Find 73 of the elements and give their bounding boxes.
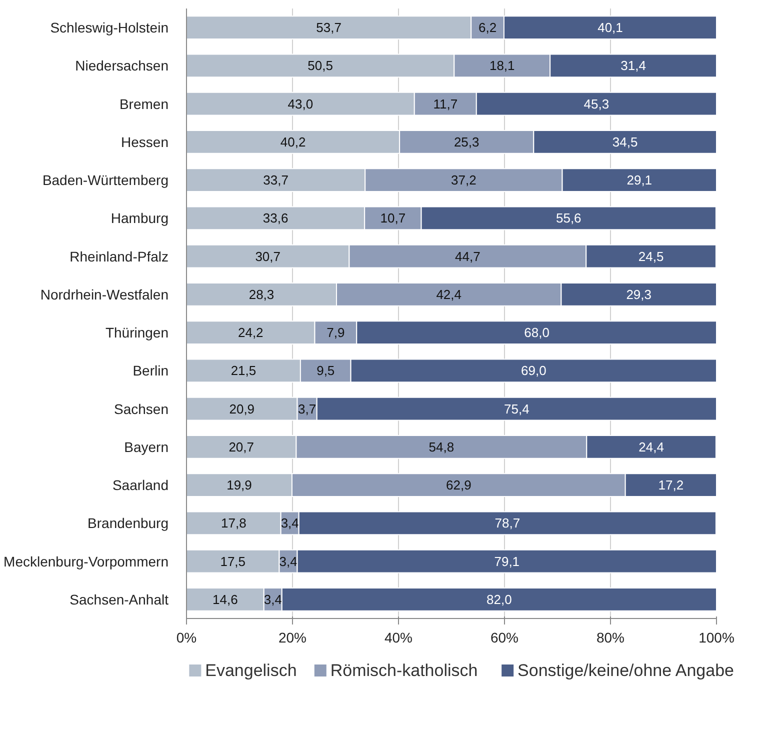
data-label: 9,5 [316,363,335,378]
data-label: 44,7 [455,248,480,264]
data-label: 50,5 [308,58,333,74]
data-label: 3,4 [280,516,299,531]
data-label: 68,0 [524,325,550,340]
y-tick-label: Nordrhein-Westfalen [40,286,169,302]
data-label: 21,5 [230,363,256,378]
y-tick-label: Berlin [132,362,169,379]
data-label: 29,1 [626,172,652,188]
data-label: 31,4 [620,58,646,74]
x-tick-label: 60% [490,630,519,646]
data-label: 17,2 [658,478,684,493]
data-label: 33,7 [263,172,288,188]
data-label: 14,6 [212,592,238,607]
data-label: 11,7 [433,96,458,112]
data-label: 40,1 [598,20,623,36]
data-label: 55,6 [556,210,582,226]
x-tick-label: 80% [596,630,625,646]
data-label: 24,4 [638,439,664,454]
legend-label: Römisch-katholisch [330,661,478,680]
y-tick-label: Thüringen [105,324,169,341]
data-label: 78,7 [494,516,520,531]
data-label: 20,9 [229,401,255,416]
data-label: 18,1 [489,58,515,74]
y-tick-label: Sachsen [114,400,168,417]
data-label: 10,7 [380,210,406,226]
data-label: 3,7 [298,401,316,416]
x-tick-label: 40% [384,630,413,646]
y-tick-label: Bayern [124,438,168,455]
data-label: 37,2 [451,172,476,188]
y-tick-label: Hamburg [110,210,169,226]
data-label: 45,3 [584,96,610,112]
data-label: 62,9 [446,478,472,493]
data-label: 24,5 [638,248,664,264]
y-tick-label: Saarland [112,477,169,494]
data-label: 17,8 [221,516,246,531]
data-label: 82,0 [486,592,512,607]
data-label: 29,3 [626,286,652,302]
data-label: 40,2 [280,134,306,150]
y-tick-label: Schleswig-Holstein [50,20,169,36]
y-tick-label: Niedersachsen [75,58,169,74]
y-tick-label: Baden-Württemberg [42,172,169,188]
data-label: 28,3 [248,286,274,302]
data-label: 7,9 [326,325,345,340]
data-label: 19,9 [226,478,252,493]
data-label: 33,6 [262,210,288,226]
data-label: 6,2 [478,20,497,36]
data-label: 75,4 [504,401,530,416]
x-tick-label: 0% [176,630,197,646]
y-tick-label: Brandenburg [88,515,168,532]
data-label: 30,7 [255,248,281,264]
data-label: 43,0 [288,96,314,112]
data-label: 53,7 [316,20,342,36]
x-tick-label: 20% [278,630,307,646]
y-tick-label: Bremen [119,96,169,112]
data-label: 17,5 [220,554,246,569]
x-tick-label: 100% [698,630,734,646]
data-label: 34,5 [612,134,638,150]
data-label: 20,7 [228,439,254,454]
data-label: 3,4 [264,592,282,607]
data-label: 69,0 [521,363,546,378]
data-label: 54,8 [428,439,454,454]
data-label: 25,3 [454,134,480,150]
data-label: 42,4 [436,286,462,302]
data-label: 79,1 [494,554,520,569]
data-label: 3,4 [279,554,298,569]
legend-label: Sonstige/keine/ohne Angabe [518,661,734,680]
y-tick-label: Sachsen-Anhalt [70,591,169,608]
legend-label: Evangelisch [205,661,297,680]
y-tick-label: Mecklenburg-Vorpommern [4,553,169,570]
y-tick-label: Rheinland-Pfalz [70,248,169,264]
y-tick-label: Hessen [121,134,168,150]
data-label: 24,2 [238,325,264,340]
